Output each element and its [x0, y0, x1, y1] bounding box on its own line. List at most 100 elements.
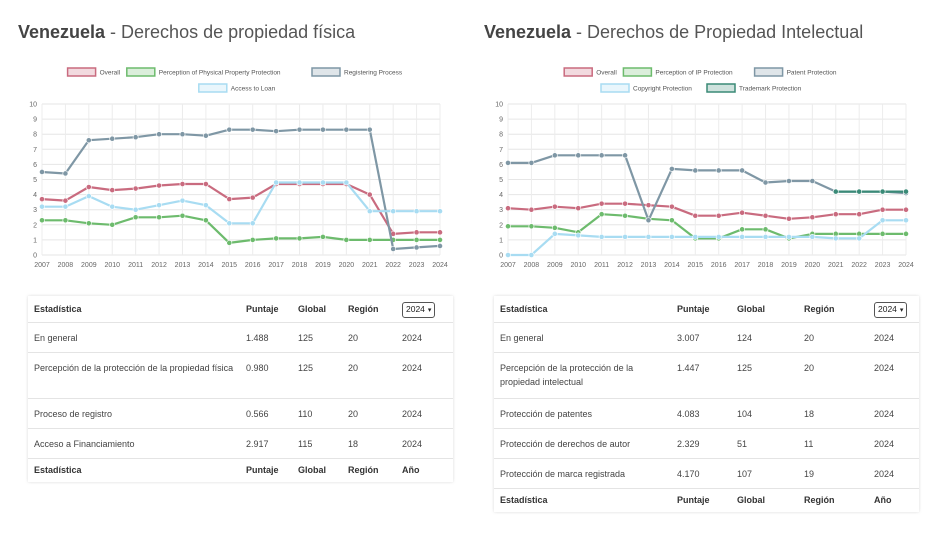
table-row: Protección de derechos de autor 2.329 51… — [494, 427, 919, 458]
data-point — [156, 182, 162, 189]
data-point — [622, 233, 628, 240]
page-title: Venezuela - Derechos de propiedad física — [18, 22, 355, 43]
y-tick-label: 4 — [33, 192, 37, 199]
y-tick-label: 3 — [33, 207, 37, 214]
data-point — [39, 196, 45, 203]
legend-swatch — [622, 67, 653, 77]
column-header: Estadística — [500, 304, 548, 314]
stat-year: 2024 — [868, 457, 919, 488]
data-point — [879, 206, 886, 213]
data-point — [366, 126, 373, 133]
data-point — [903, 217, 909, 224]
series-line — [42, 214, 440, 244]
data-point — [390, 208, 397, 215]
series-registering-process — [39, 126, 443, 252]
legend-swatch — [311, 67, 341, 77]
y-tick-label: 8 — [499, 132, 503, 139]
stat-label: Protección de derechos de autor — [494, 427, 671, 458]
title-rest: - Derechos de propiedad física — [105, 22, 356, 42]
stat-region: 20 — [798, 321, 868, 352]
stat-global: 107 — [731, 457, 798, 488]
x-tick-label: 2010 — [104, 262, 120, 269]
data-point — [856, 211, 863, 218]
data-point — [903, 230, 909, 237]
data-point — [413, 229, 420, 236]
x-tick-label: 2014 — [664, 262, 680, 269]
data-point — [505, 252, 511, 258]
x-tick-label: 2008 — [524, 262, 540, 269]
y-tick-label: 10 — [29, 102, 37, 109]
stat-score: 1.447 — [671, 351, 731, 398]
stat-global: 104 — [731, 397, 798, 428]
data-point — [809, 214, 816, 221]
data-point — [645, 202, 652, 209]
data-point — [249, 220, 256, 227]
x-tick-label: 2013 — [175, 262, 191, 269]
data-point — [226, 126, 233, 133]
x-tick-label: 2023 — [875, 262, 891, 269]
data-point — [668, 203, 675, 210]
data-point — [692, 167, 699, 174]
x-tick-label: 2015 — [222, 262, 238, 269]
y-tick-label: 0 — [499, 253, 503, 260]
data-point — [156, 202, 162, 209]
data-point — [856, 188, 863, 195]
data-point — [762, 212, 769, 219]
year-select[interactable]: 2024 ▾ — [402, 302, 436, 318]
stat-year: 2024 — [868, 321, 919, 352]
data-point — [598, 200, 605, 207]
footer-header: Año — [396, 457, 453, 482]
data-point — [132, 214, 139, 221]
data-point — [437, 208, 443, 215]
data-point — [202, 181, 209, 187]
x-tick-label: 2012 — [617, 262, 633, 269]
data-point — [85, 193, 92, 200]
table-footer-row: Estadística Puntaje Global Región Año — [494, 487, 919, 512]
x-tick-label: 2015 — [688, 262, 704, 269]
stat-year: 2024 — [868, 397, 919, 428]
intellectual-property-chart: 0 1 2 3 4 5 6 7 8 9 10 2007 2008 2009 2010 2011 2012 2013… — [495, 67, 914, 269]
data-point — [856, 235, 863, 242]
x-tick-label: 2007 — [500, 262, 516, 269]
data-point — [226, 196, 233, 203]
stat-score: 2.917 — [240, 427, 292, 458]
x-tick-label: 2011 — [128, 262, 143, 269]
stat-year: 2024 — [396, 397, 453, 428]
legend-swatch — [66, 67, 97, 77]
y-tick-label: 8 — [33, 132, 37, 139]
data-point — [551, 224, 558, 231]
x-tick-label: 2022 — [385, 262, 401, 269]
series-overall — [505, 200, 909, 222]
data-point — [809, 233, 816, 240]
data-point — [598, 233, 605, 240]
y-tick-label: 1 — [33, 237, 37, 244]
year-select[interactable]: 2024 ▾ — [874, 302, 908, 318]
chevron-down-icon: ▾ — [427, 307, 432, 314]
data-point — [390, 246, 397, 252]
data-point — [575, 232, 582, 239]
table-row: Percepción de la protección de la propie… — [494, 351, 919, 398]
intellectual-property-stats-table: Estadística Puntaje Global Región 2024 ▾ … — [494, 296, 919, 512]
x-tick-label: 2014 — [198, 262, 214, 269]
data-point — [296, 235, 303, 242]
series-line — [508, 154, 907, 222]
column-header: Estadística — [34, 304, 82, 314]
data-point — [668, 217, 675, 224]
data-point — [320, 179, 326, 186]
footer-header: Región — [798, 487, 868, 512]
data-point — [551, 152, 558, 159]
x-tick-label: 2023 — [409, 262, 425, 269]
footer-header: Puntaje — [671, 487, 731, 512]
x-tick-label: 2017 — [268, 262, 284, 269]
data-point — [62, 170, 69, 177]
data-point — [249, 194, 256, 201]
stat-region: 20 — [342, 397, 396, 428]
data-point — [109, 135, 116, 142]
data-point — [413, 244, 420, 251]
data-point — [343, 179, 350, 186]
data-point — [879, 188, 886, 195]
column-header: Región — [804, 304, 835, 314]
data-point — [505, 205, 511, 212]
data-point — [109, 203, 116, 210]
data-point — [903, 188, 909, 195]
